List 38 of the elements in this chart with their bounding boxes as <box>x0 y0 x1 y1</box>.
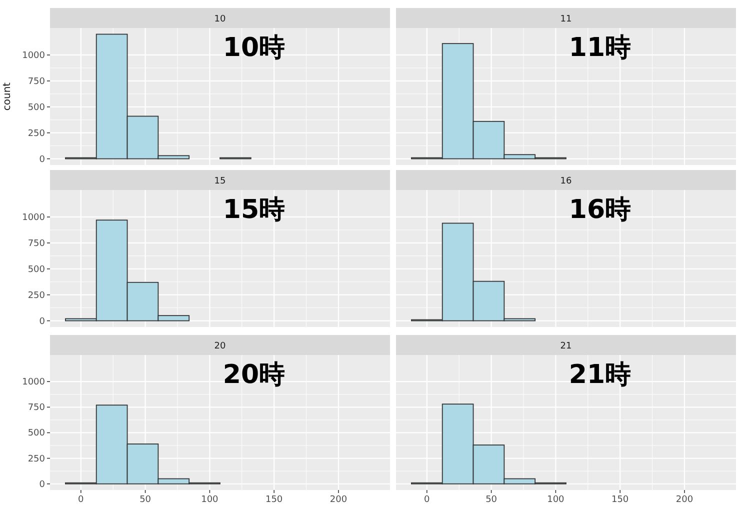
y-tick-label: 1000 <box>22 378 46 388</box>
y-tick-label: 500 <box>28 428 46 439</box>
y-tick-label: 250 <box>28 454 46 464</box>
y-tick-label: 250 <box>28 290 46 301</box>
x-tick-label: 0 <box>78 495 84 505</box>
y-tick-label: 250 <box>28 128 46 139</box>
annotation: 10時 <box>222 33 286 63</box>
y-tick-label: 0 <box>39 316 46 327</box>
chart-title: 10 <box>214 14 226 24</box>
annotation: 15時 <box>222 195 286 225</box>
x-tick-label: 150 <box>611 495 629 505</box>
y-tick-label: 1000 <box>22 212 46 223</box>
y-tick-label: 750 <box>28 76 46 87</box>
y-tick-label: 1000 <box>22 50 46 61</box>
chart-title: 11 <box>560 14 572 24</box>
y-tick-label: 750 <box>28 403 46 414</box>
y-tick-label: 500 <box>28 264 46 275</box>
annotation: 11時 <box>568 33 632 63</box>
x-tick-label: 200 <box>676 495 694 505</box>
y-axis-title: count <box>2 82 13 111</box>
y-tick-label: 0 <box>39 154 46 165</box>
y-tick-label: 500 <box>28 102 46 113</box>
chart-title: 16 <box>560 176 572 186</box>
x-tick-label: 50 <box>140 495 152 505</box>
annotation: 21時 <box>568 360 632 390</box>
x-tick-label: 0 <box>424 495 430 505</box>
x-tick-label: 100 <box>547 495 565 505</box>
x-tick-label: 150 <box>265 495 283 505</box>
chart-title: 21 <box>560 342 572 352</box>
y-tick-label: 0 <box>39 480 46 490</box>
x-tick-label: 100 <box>201 495 219 505</box>
chart-title: 20 <box>214 342 226 352</box>
chart-title: 15 <box>214 176 226 186</box>
x-tick-label: 50 <box>486 495 498 505</box>
y-tick-label: 750 <box>28 238 46 249</box>
annotation: 16時 <box>568 195 632 225</box>
x-tick-label: 200 <box>330 495 348 505</box>
annotation: 20時 <box>222 360 286 390</box>
